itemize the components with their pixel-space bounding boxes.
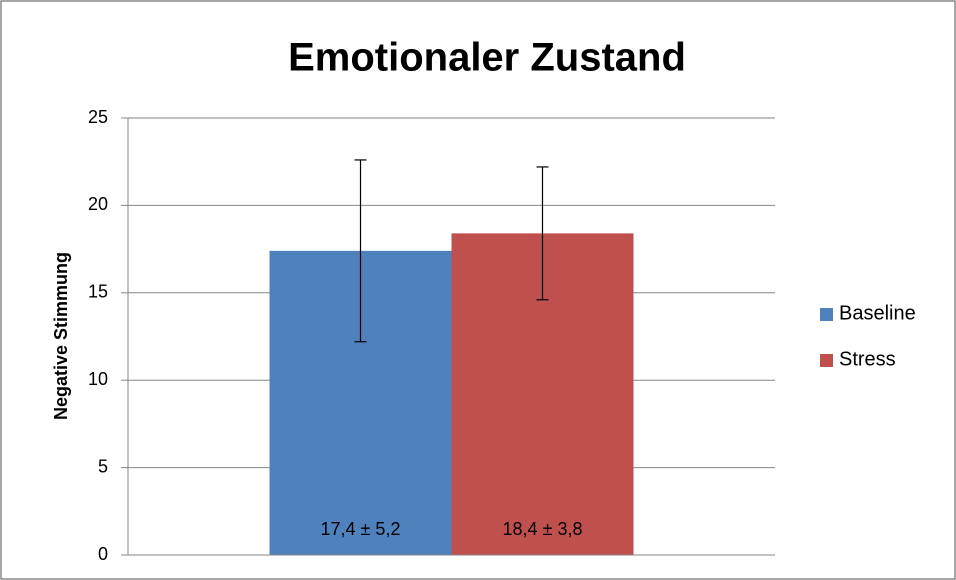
y-tick-label: 5 bbox=[98, 456, 108, 476]
y-axis-label: Negative Stimmung bbox=[51, 252, 71, 420]
legend-label: Stress bbox=[839, 348, 896, 370]
y-tick-label: 0 bbox=[98, 544, 108, 564]
data-label: 18,4 ± 3,8 bbox=[503, 519, 583, 539]
legend-swatch bbox=[820, 308, 833, 321]
y-tick-label: 10 bbox=[88, 369, 108, 389]
y-tick-label: 20 bbox=[88, 194, 108, 214]
y-tick-label: 25 bbox=[88, 107, 108, 127]
legend-swatch bbox=[820, 354, 833, 367]
data-label: 17,4 ± 5,2 bbox=[321, 519, 401, 539]
legend-label: Baseline bbox=[839, 302, 916, 324]
chart-title: Emotionaler Zustand bbox=[288, 36, 686, 80]
y-tick-label: 15 bbox=[88, 282, 108, 302]
